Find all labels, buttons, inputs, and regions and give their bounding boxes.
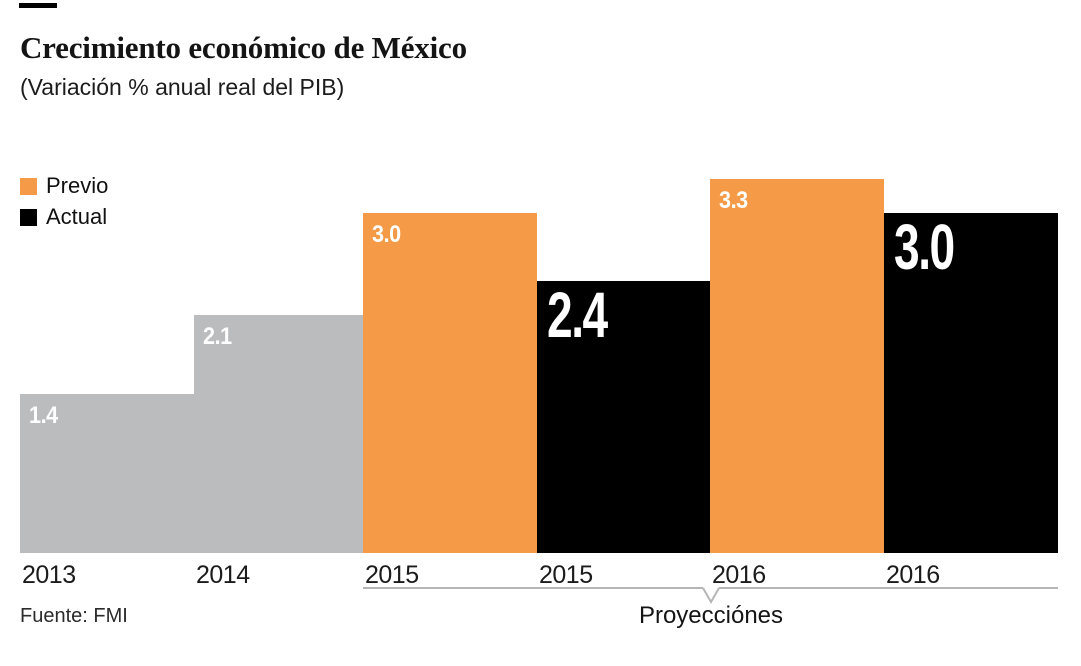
page-title: Crecimiento económico de México [20,30,467,65]
legend-swatch-previo [20,177,37,195]
bar-value-label: 1.4 [29,402,58,429]
kicker-mark [19,3,57,8]
legend-item-actual: Actual [20,206,108,228]
bar-2016-actual: 3.0 [884,213,1058,553]
bar-value-label: 3.0 [372,221,401,248]
bar-2015-actual: 2.4 [537,281,710,553]
source-label: Fuente: FMI [20,605,128,627]
axis-year-label-2014-historico: 2014 [196,561,250,589]
bar-2016-previo: 3.3 [710,179,884,553]
bar-value-label: 3.3 [719,187,748,214]
bar-2013-historico: 1.4 [20,394,194,553]
legend-swatch-actual [20,208,37,226]
projection-notch [702,587,720,605]
axis-year-label-2015-actual: 2015 [539,561,593,589]
axis-year-label-2013-historico: 2013 [22,561,76,589]
bar-value-label: 2.1 [203,323,232,350]
page-subtitle: (Variación % anual real del PIB) [20,74,345,100]
axis-year-label-2015-previo: 2015 [365,561,419,589]
legend-label: Actual [46,204,108,229]
bar-2014-historico: 2.1 [194,315,363,553]
legend-label: Previo [46,173,109,198]
bar-value-label: 2.4 [547,279,608,351]
projection-label: Proyecciónes [638,602,784,629]
bar-2015-previo: 3.0 [363,213,537,553]
legend-item-previo: Previo [20,175,108,197]
axis-year-label-2016-actual: 2016 [886,561,940,589]
chart-legend: Previo Actual [20,175,108,237]
bar-value-label: 3.0 [894,211,955,283]
axis-year-label-2016-previo: 2016 [712,561,766,589]
